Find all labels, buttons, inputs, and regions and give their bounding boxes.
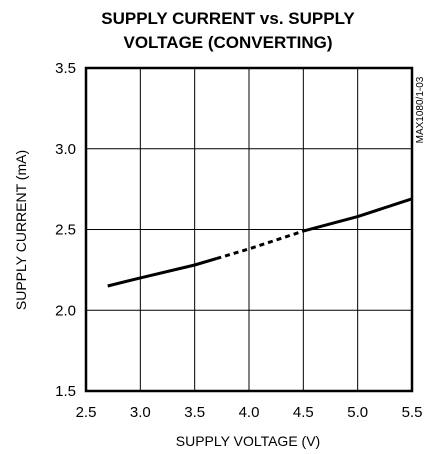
- series-line-dashed: [215, 229, 304, 261]
- y-tick-label: 2.0: [55, 302, 76, 319]
- x-tick-label: 5.0: [347, 404, 368, 421]
- x-tick-label: 3.5: [184, 404, 205, 421]
- series-layer: [107, 197, 413, 288]
- x-tick-label: 2.5: [76, 404, 97, 421]
- y-tick-labels: 1.5 2.0 2.5 3.0 3.5: [55, 60, 76, 400]
- x-tick-label: 3.0: [130, 404, 151, 421]
- y-tick-label: 3.0: [55, 141, 76, 158]
- y-axis-label: SUPPLY CURRENT (mA): [13, 150, 29, 310]
- series-line-solid: [302, 197, 413, 233]
- x-axis-label: SUPPLY VOLTAGE (V): [176, 433, 320, 449]
- x-tick-labels: 2.5 3.0 3.5 4.0 4.5 5.0 5.5: [76, 404, 423, 421]
- x-tick-label: 4.5: [293, 404, 314, 421]
- plot-frame: [84, 66, 414, 393]
- chart-title-line-2: VOLTAGE (CONVERTING): [123, 33, 332, 52]
- plot-grid: [86, 68, 412, 391]
- y-tick-label: 1.5: [55, 383, 76, 400]
- x-tick-label: 4.0: [239, 404, 260, 421]
- chart-title-line-1: SUPPLY CURRENT vs. SUPPLY: [101, 9, 355, 28]
- series-line-solid: [107, 257, 217, 288]
- x-tick-label: 5.5: [402, 404, 423, 421]
- y-tick-label: 2.5: [55, 222, 76, 239]
- figure-code-label: MAX1080/1-03: [415, 76, 426, 143]
- y-tick-label: 3.5: [55, 60, 76, 77]
